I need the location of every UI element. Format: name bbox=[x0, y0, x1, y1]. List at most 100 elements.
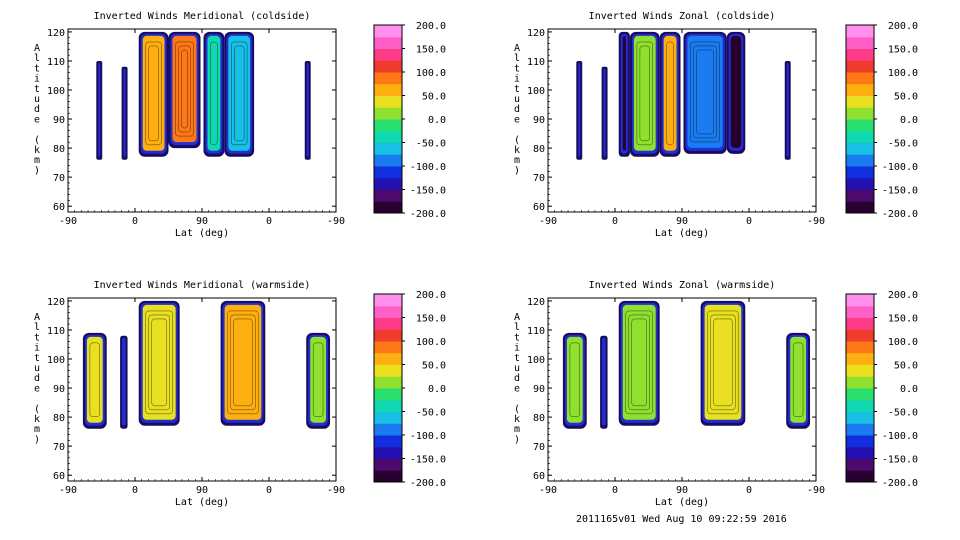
contour-band bbox=[172, 35, 197, 143]
colorbar-label: -100.0 bbox=[410, 162, 446, 173]
contour-line bbox=[707, 310, 739, 415]
colorbar-label: 200.0 bbox=[888, 290, 918, 301]
x-tick-label: 0 bbox=[266, 485, 272, 496]
colorbar-segment bbox=[374, 60, 402, 73]
colorbar-segment bbox=[374, 388, 402, 401]
colorbar-label: 0.0 bbox=[428, 115, 446, 126]
colorbar-label: -150.0 bbox=[882, 455, 918, 466]
y-axis-label-char: i bbox=[34, 74, 40, 85]
y-axis-label-char: k bbox=[34, 145, 40, 156]
y-tick-label: 100 bbox=[527, 86, 545, 97]
x-tick-label: -90 bbox=[807, 485, 825, 496]
y-tick-label: 120 bbox=[527, 297, 545, 308]
colorbar-segment bbox=[846, 107, 874, 120]
contour-line bbox=[733, 41, 739, 143]
contour-line bbox=[145, 310, 173, 415]
y-tick-label: 120 bbox=[47, 297, 65, 308]
colorbar-segment bbox=[374, 95, 402, 108]
colorbar-label: -100.0 bbox=[882, 431, 918, 442]
y-tick-label: 80 bbox=[53, 144, 65, 155]
contour-line bbox=[312, 342, 324, 418]
colorbar-segment bbox=[374, 341, 402, 354]
contour-band bbox=[704, 304, 742, 420]
colorbar-segment bbox=[374, 458, 402, 471]
y-axis-label-char: m bbox=[514, 424, 520, 435]
colorbar-label: 100.0 bbox=[888, 68, 918, 79]
y-axis-label-char: ( bbox=[34, 135, 40, 146]
contour-line bbox=[710, 314, 736, 411]
x-tick-label: 0 bbox=[612, 485, 618, 496]
colorbar-segment bbox=[846, 189, 874, 202]
contour-line bbox=[230, 314, 256, 411]
contour-line bbox=[89, 342, 101, 418]
y-axis-label-char: l bbox=[34, 53, 40, 64]
plot-frame bbox=[67, 297, 337, 482]
colorbar-segment bbox=[374, 399, 402, 412]
band-edge bbox=[786, 62, 789, 157]
y-tick-label: 120 bbox=[527, 28, 545, 39]
contour-line bbox=[690, 41, 720, 143]
contour-line bbox=[631, 318, 647, 407]
y-axis-label-char: d bbox=[34, 373, 40, 384]
colorbar-segment bbox=[374, 294, 402, 307]
colorbar-segment bbox=[846, 294, 874, 307]
contour-band bbox=[566, 336, 583, 423]
y-axis-label-char: ( bbox=[514, 404, 520, 415]
colorbar-segment bbox=[846, 119, 874, 132]
y-axis-label-char: t bbox=[514, 332, 520, 343]
x-tick-label: 90 bbox=[196, 485, 208, 496]
y-axis-label-char: u bbox=[514, 363, 520, 374]
band-edge bbox=[603, 68, 606, 157]
chart-panel-1: Inverted Winds Meridional (coldside) 60 70… bbox=[34, 11, 446, 239]
x-tick-label: 0 bbox=[266, 216, 272, 227]
colorbar-segment bbox=[846, 48, 874, 61]
x-tick-label: 90 bbox=[196, 216, 208, 227]
y-axis-label-char: t bbox=[34, 84, 40, 95]
colorbar-label: 0.0 bbox=[900, 384, 918, 395]
y-axis-label-char: l bbox=[514, 53, 520, 64]
contour-band bbox=[790, 336, 807, 423]
y-axis-label-char: i bbox=[514, 343, 520, 354]
colorbar-label: -100.0 bbox=[410, 431, 446, 442]
contour-line bbox=[625, 310, 653, 415]
y-tick-label: 120 bbox=[47, 28, 65, 39]
colorbar-segment bbox=[374, 142, 402, 155]
colorbar-label: 50.0 bbox=[894, 361, 918, 372]
chart-title: Inverted Winds Zonal (warmside) bbox=[589, 280, 776, 291]
y-axis-label-char: e bbox=[34, 114, 40, 125]
x-tick-label: 90 bbox=[676, 216, 688, 227]
colorbar-label: 150.0 bbox=[416, 45, 446, 56]
colorbar-segment bbox=[846, 317, 874, 330]
x-tick-label: -90 bbox=[327, 485, 345, 496]
y-axis-label-char: ) bbox=[514, 434, 520, 445]
y-tick-label: 110 bbox=[47, 326, 65, 337]
x-tick-label: -90 bbox=[807, 216, 825, 227]
colorbar-label: -100.0 bbox=[882, 162, 918, 173]
colorbar-label: 150.0 bbox=[416, 314, 446, 325]
colorbar-segment bbox=[374, 130, 402, 143]
x-tick-label: -90 bbox=[59, 216, 77, 227]
contour-line bbox=[233, 318, 253, 407]
y-axis-label-char: i bbox=[34, 343, 40, 354]
colorbar-segment bbox=[846, 177, 874, 190]
y-axis-label-char: t bbox=[34, 63, 40, 74]
colorbar-segment bbox=[846, 36, 874, 49]
contour-band bbox=[142, 304, 176, 420]
colorbar-segment bbox=[374, 305, 402, 318]
y-axis-label-char: t bbox=[34, 353, 40, 364]
contour-line bbox=[636, 41, 653, 146]
colorbar-label: -150.0 bbox=[410, 186, 446, 197]
colorbar-segment bbox=[846, 399, 874, 412]
colorbar-label: 200.0 bbox=[416, 21, 446, 32]
colorbar-segment bbox=[374, 201, 402, 214]
colorbar-segment bbox=[846, 166, 874, 179]
y-tick-label: 80 bbox=[533, 413, 545, 424]
colorbar-segment bbox=[846, 83, 874, 96]
colorbar-segment bbox=[374, 119, 402, 132]
contour-line bbox=[713, 318, 733, 407]
y-tick-label: 80 bbox=[53, 413, 65, 424]
colorbar-segment bbox=[846, 388, 874, 401]
y-tick-label: 70 bbox=[533, 173, 545, 184]
colorbar-segment bbox=[846, 446, 874, 459]
